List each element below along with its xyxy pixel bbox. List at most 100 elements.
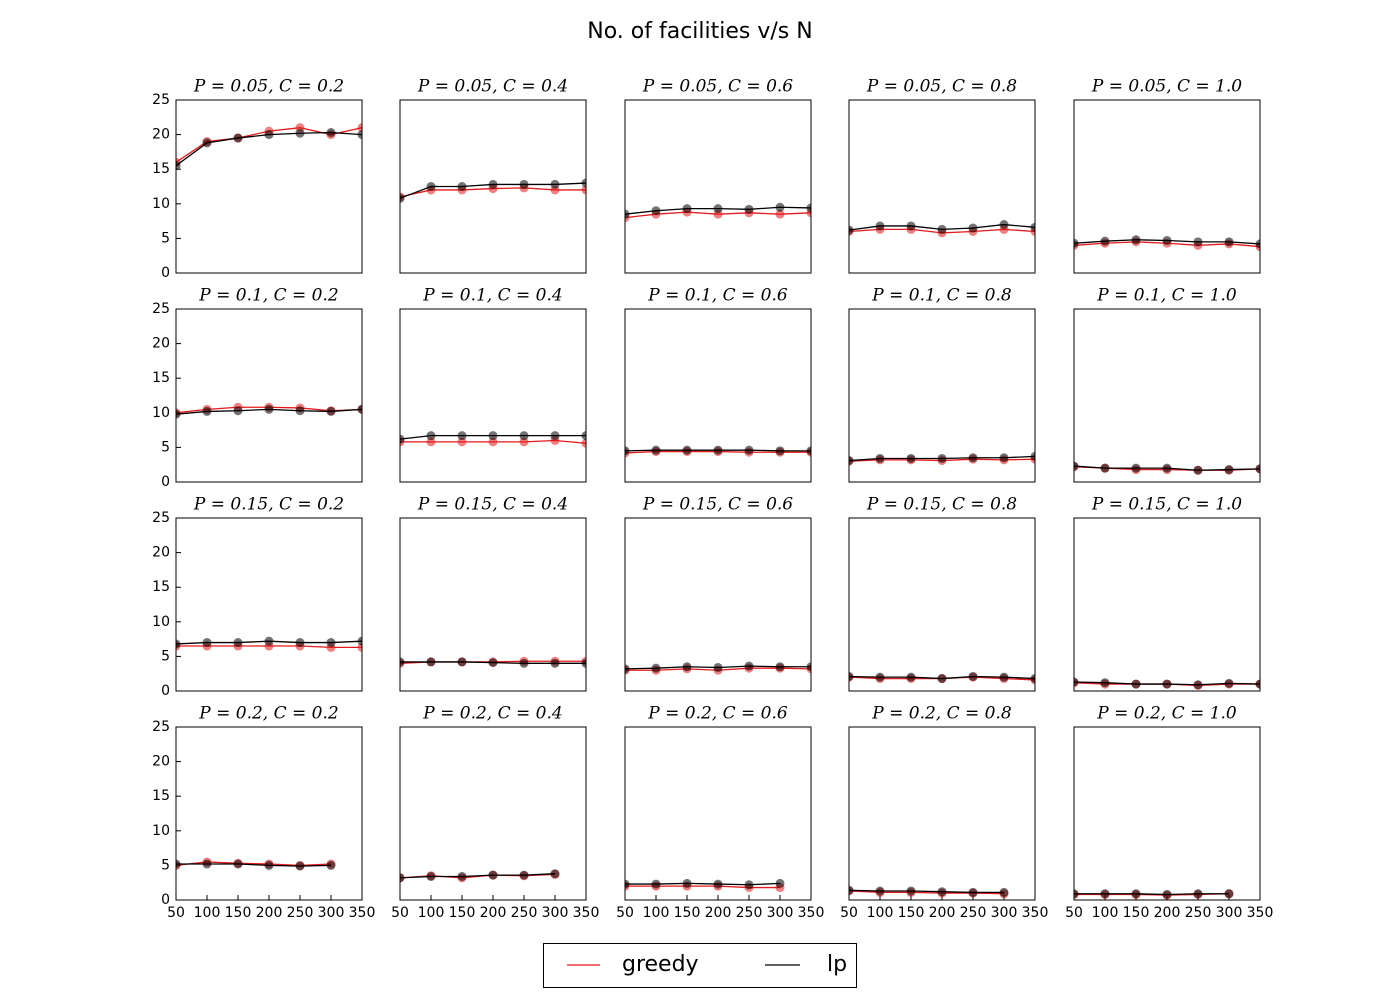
x-tick-label: 150 [674, 905, 701, 921]
line [400, 182, 586, 199]
subplot-title: P = 0.05, C = 0.6 [642, 77, 793, 97]
plot-frame [399, 517, 587, 692]
line [176, 640, 362, 645]
line [176, 863, 332, 867]
y-tick-label: 25 [152, 510, 170, 526]
subplot-title: P = 0.2, C = 0.4 [422, 704, 562, 724]
plot-frame [848, 726, 1036, 901]
subplot-title: P = 0.2, C = 0.8 [871, 704, 1012, 724]
y-tick-label: 10 [152, 405, 170, 421]
subplot-title: P = 0.05, C = 0.2 [193, 77, 344, 97]
plot-clip [849, 671, 1035, 685]
subplot-title: P = 0.1, C = 0.2 [198, 286, 338, 306]
plot-clip [176, 123, 362, 171]
subplot-title: P = 0.1, C = 0.4 [422, 286, 562, 306]
line [625, 449, 811, 452]
x-tick-label: 50 [391, 905, 409, 921]
y-tick-label: 20 [152, 336, 170, 352]
plot-clip [1074, 461, 1260, 475]
plot-clip [176, 857, 336, 871]
subplot-title: P = 0.15, C = 0.2 [193, 495, 344, 515]
x-tick-label: 250 [287, 905, 314, 921]
plot-clip [849, 451, 1035, 466]
x-tick-label: 300 [318, 905, 345, 921]
y-tick-label: 10 [152, 823, 170, 839]
subplot-title: P = 0.15, C = 0.6 [642, 495, 793, 515]
line [400, 873, 556, 879]
plot-frame [1073, 726, 1261, 901]
plot-clip [176, 636, 362, 652]
x-tick-label: 100 [643, 905, 670, 921]
subplot-title: P = 0.15, C = 0.8 [866, 495, 1017, 515]
plot-frame [624, 308, 812, 483]
y-tick-label: 20 [152, 127, 170, 143]
x-tick-label: 200 [256, 905, 283, 921]
subplot-title: P = 0.05, C = 0.4 [417, 77, 568, 97]
y-tick-label: 5 [161, 648, 170, 664]
plot-frame [624, 726, 812, 901]
y-tick-label: 5 [161, 439, 170, 455]
x-tick-label: 350 [349, 905, 376, 921]
x-tick-label: 250 [960, 905, 987, 921]
y-tick-label: 25 [152, 719, 170, 735]
subplot-title: P = 0.2, C = 0.2 [198, 704, 338, 724]
x-tick-label: 150 [449, 905, 476, 921]
x-tick-label: 350 [573, 905, 600, 921]
line [176, 131, 362, 167]
plot-clip [625, 202, 811, 223]
y-tick-label: 5 [161, 230, 170, 246]
subplot-title: P = 0.1, C = 0.8 [871, 286, 1012, 306]
line [400, 661, 586, 664]
point [775, 878, 785, 888]
y-tick-label: 0 [161, 474, 170, 490]
plot-clip [625, 878, 785, 893]
x-tick-label: 300 [767, 905, 794, 921]
x-tick-label: 350 [1022, 905, 1049, 921]
line [849, 223, 1035, 231]
y-tick-label: 0 [161, 265, 170, 281]
x-tick-label: 350 [798, 905, 825, 921]
line [400, 434, 586, 440]
legend-label: greedy [622, 952, 699, 977]
plot-clip [1074, 235, 1260, 252]
line [400, 439, 586, 444]
plot-clip [1074, 677, 1260, 690]
plot-frame [399, 726, 587, 901]
x-tick-label: 100 [194, 905, 221, 921]
plot-frame [399, 308, 587, 483]
y-tick-label: 25 [152, 92, 170, 108]
y-tick-label: 15 [152, 370, 170, 386]
y-tick-label: 20 [152, 545, 170, 561]
figure-title: No. of facilities v/s N [587, 19, 812, 44]
plot-frame [175, 99, 363, 274]
line [1074, 893, 1229, 896]
y-tick-label: 5 [161, 857, 170, 873]
plot-clip [849, 885, 1009, 899]
x-tick-label: 300 [542, 905, 569, 921]
y-tick-label: 15 [152, 161, 170, 177]
line [849, 455, 1035, 462]
line [625, 882, 781, 886]
x-tick-label: 200 [929, 905, 956, 921]
plot-clip [625, 445, 811, 458]
point [400, 193, 405, 203]
plot-frame [848, 308, 1036, 483]
y-tick-label: 0 [161, 892, 170, 908]
x-tick-label: 150 [1123, 905, 1150, 921]
x-tick-label: 150 [898, 905, 925, 921]
subplot-title: P = 0.05, C = 0.8 [866, 77, 1017, 97]
line [1074, 465, 1260, 471]
line [176, 408, 362, 415]
y-tick-label: 20 [152, 754, 170, 770]
subplot-title: P = 0.15, C = 1.0 [1091, 495, 1242, 515]
x-tick-label: 350 [1247, 905, 1274, 921]
x-tick-label: 50 [167, 905, 185, 921]
plot-frame [848, 99, 1036, 274]
subplot-title: P = 0.2, C = 0.6 [647, 704, 788, 724]
x-tick-label: 200 [1154, 905, 1181, 921]
y-tick-label: 15 [152, 788, 170, 804]
plot-frame [848, 517, 1036, 692]
subplot-title: P = 0.15, C = 0.4 [417, 495, 568, 515]
x-tick-label: 100 [867, 905, 894, 921]
subplot-title: P = 0.2, C = 1.0 [1096, 704, 1237, 724]
